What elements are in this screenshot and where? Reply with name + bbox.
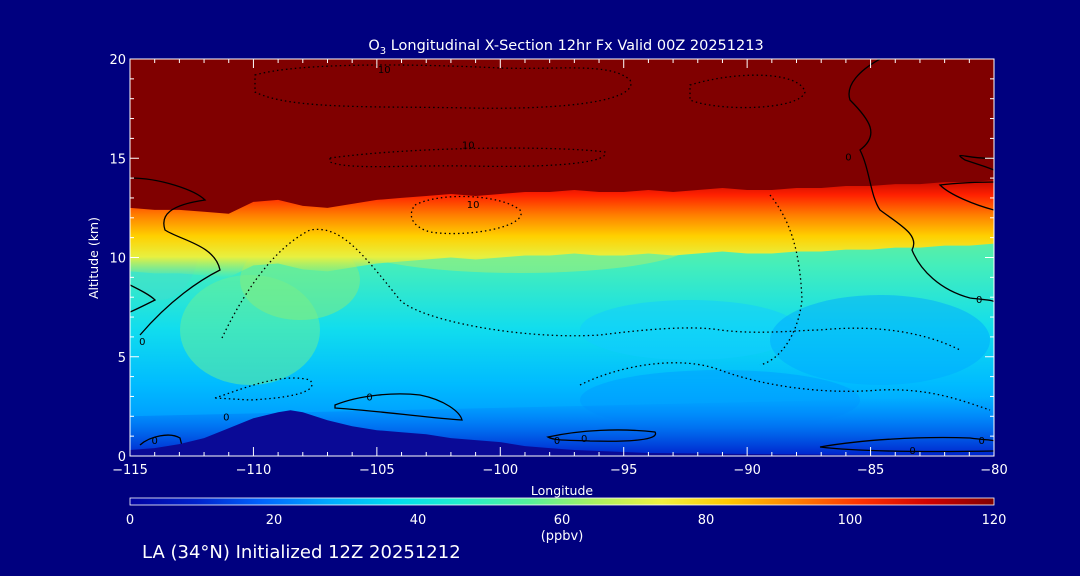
x-tick-label: −100	[482, 463, 518, 478]
field-blob	[770, 295, 990, 385]
x-tick-label: −85	[857, 463, 884, 478]
y-axis-label: Altitude (km)	[86, 217, 101, 299]
colorbar: 0 20 40 60 80 100 120 (ppbv)	[126, 497, 1007, 544]
y-tick-label: 20	[109, 53, 126, 68]
contour-lines	[130, 59, 994, 453]
contour-solid-east-2	[959, 154, 994, 171]
x-tick-label: −80	[980, 463, 1007, 478]
contour-label: 0	[366, 392, 372, 403]
contour-label: 0	[581, 434, 587, 445]
contour-dotted-tropo	[410, 195, 522, 235]
contour-dotted-low	[214, 377, 313, 401]
x-tick-label: −90	[733, 463, 760, 478]
colorbar-frame	[129, 497, 995, 506]
contour-label: 0	[845, 152, 851, 163]
contour-solid-sfc-far	[819, 436, 994, 453]
contour-dotted-upper-right	[689, 74, 806, 109]
contour-label: 0	[909, 446, 915, 457]
y-tick-label: 5	[118, 351, 126, 366]
x-tick-label: −115	[112, 463, 148, 478]
colorbar-gradient	[130, 498, 994, 505]
colorbar-ticks: 0 20 40 60 80 100 120	[126, 513, 1007, 528]
colorbar-tick-label: 40	[410, 513, 427, 528]
contour-solid-west	[130, 177, 221, 336]
contour-solid-sfc-east	[546, 429, 657, 442]
contour-solid-east-3	[938, 181, 994, 211]
x-tick-label: −105	[359, 463, 395, 478]
caption: LA (34°N) Initialized 12Z 20251212	[142, 542, 461, 563]
x-tick-label: −95	[610, 463, 637, 478]
colorbar-tick-label: 60	[554, 513, 571, 528]
contour-solid-west-2	[130, 284, 157, 313]
x-axis-label: Longitude	[531, 483, 593, 498]
contour-label: 0	[554, 436, 560, 447]
y-tick-label: 0	[118, 450, 126, 465]
colorbar-tick-label: 0	[126, 513, 134, 528]
y-tick-label: 15	[109, 152, 126, 167]
contour-label: 10	[378, 65, 391, 76]
contour-label: 0	[979, 436, 985, 447]
contour-label: 0	[976, 295, 982, 306]
contour-label: 10	[467, 200, 480, 211]
contour-label: 0	[152, 436, 158, 447]
field-blob	[580, 300, 800, 360]
colorbar-tick-label: 20	[266, 513, 283, 528]
x-tick-label: −110	[236, 463, 272, 478]
y-axis: 0 5 10 15 20	[109, 53, 994, 465]
colorbar-tick-label: 120	[982, 513, 1007, 528]
y-tick-label: 10	[109, 252, 126, 267]
contour-dotted-lower	[221, 228, 961, 351]
colorbar-unit: (ppbv)	[541, 529, 584, 544]
contour-dotted-upper	[254, 64, 632, 109]
chart-title: O3 Longitudinal X-Section 12hr Fx Valid …	[368, 38, 763, 57]
contour-labels: 10 10 10 0 0 0 0 0 0 0 0 0 0	[139, 65, 985, 457]
terrain	[130, 410, 994, 456]
colorbar-tick-label: 80	[698, 513, 715, 528]
contour-solid-east	[848, 59, 994, 303]
contour-label: 0	[223, 412, 229, 423]
x-axis: −115 −110 −105 −100 −95 −90 −85 −80	[112, 59, 1008, 478]
contour-solid-sfc-mid	[334, 393, 463, 421]
colorbar-tick-label: 100	[838, 513, 863, 528]
contour-label: 0	[139, 337, 145, 348]
contour-dotted-east	[759, 194, 803, 366]
contour-label: 10	[462, 140, 475, 151]
stratospheric-ozone-region	[130, 59, 994, 214]
contour-solid-sfc-west	[139, 434, 183, 447]
plot-area: 10 10 10 0 0 0 0 0 0 0 0 0 0	[130, 59, 994, 457]
